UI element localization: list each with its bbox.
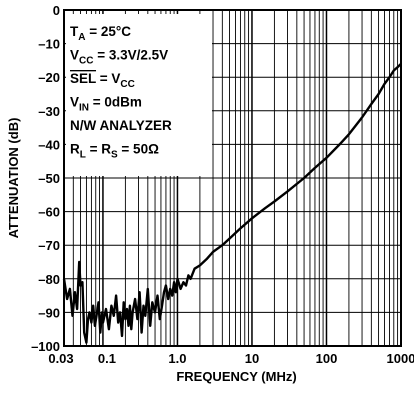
y-tick-label: –100: [31, 339, 60, 354]
x-tick-label: 0.03: [48, 351, 73, 366]
x-tick-label: 0.1: [98, 351, 116, 366]
y-tick-label: –70: [38, 238, 60, 253]
condition-line: SEL = VCC: [70, 71, 135, 90]
y-tick-label: –20: [38, 70, 60, 85]
y-tick-label: –50: [38, 171, 60, 186]
y-tick-labels: 0 –10 –20 –30 –40 –50 –60 –70 –80 –90 –100: [31, 3, 60, 354]
condition-line: RL = RS = 50Ω: [70, 142, 159, 161]
conditions-background: [66, 14, 212, 176]
plot-frame: [63, 9, 402, 347]
y-tick-label: –10: [38, 37, 60, 52]
condition-line: VCC = 3.3V/2.5V: [70, 48, 168, 67]
y-tick-label: –90: [38, 305, 60, 320]
x-tick-labels: 0.03 0.1 1.0 10 100 1000: [48, 351, 414, 366]
attenuation-series-line: [62, 62, 402, 344]
x-axis-label: FREQUENCY (MHz): [176, 369, 296, 384]
y-tick-label: –60: [38, 205, 60, 220]
x-tick-label: 100: [316, 351, 338, 366]
y-tick-label: –30: [38, 104, 60, 119]
x-tick-label: 1.0: [168, 351, 186, 366]
conditions-box: [66, 14, 212, 176]
y-tick-label: –40: [38, 137, 60, 152]
condition-line: VIN = 0dBm: [70, 95, 142, 114]
y-axis-label: ATTENUATION (dB): [6, 118, 21, 239]
x-tick-label: 10: [245, 351, 259, 366]
test-conditions: TA = 25°C VCC = 3.3V/2.5V SEL = VCC VIN = 0…: [70, 24, 172, 161]
x-tick-label: 1000: [387, 351, 414, 366]
y-tick-label: –80: [38, 272, 60, 287]
condition-line: TA = 25°C: [70, 24, 131, 43]
condition-line: N/W ANALYZER: [70, 118, 172, 133]
y-tick-label: 0: [53, 3, 60, 18]
